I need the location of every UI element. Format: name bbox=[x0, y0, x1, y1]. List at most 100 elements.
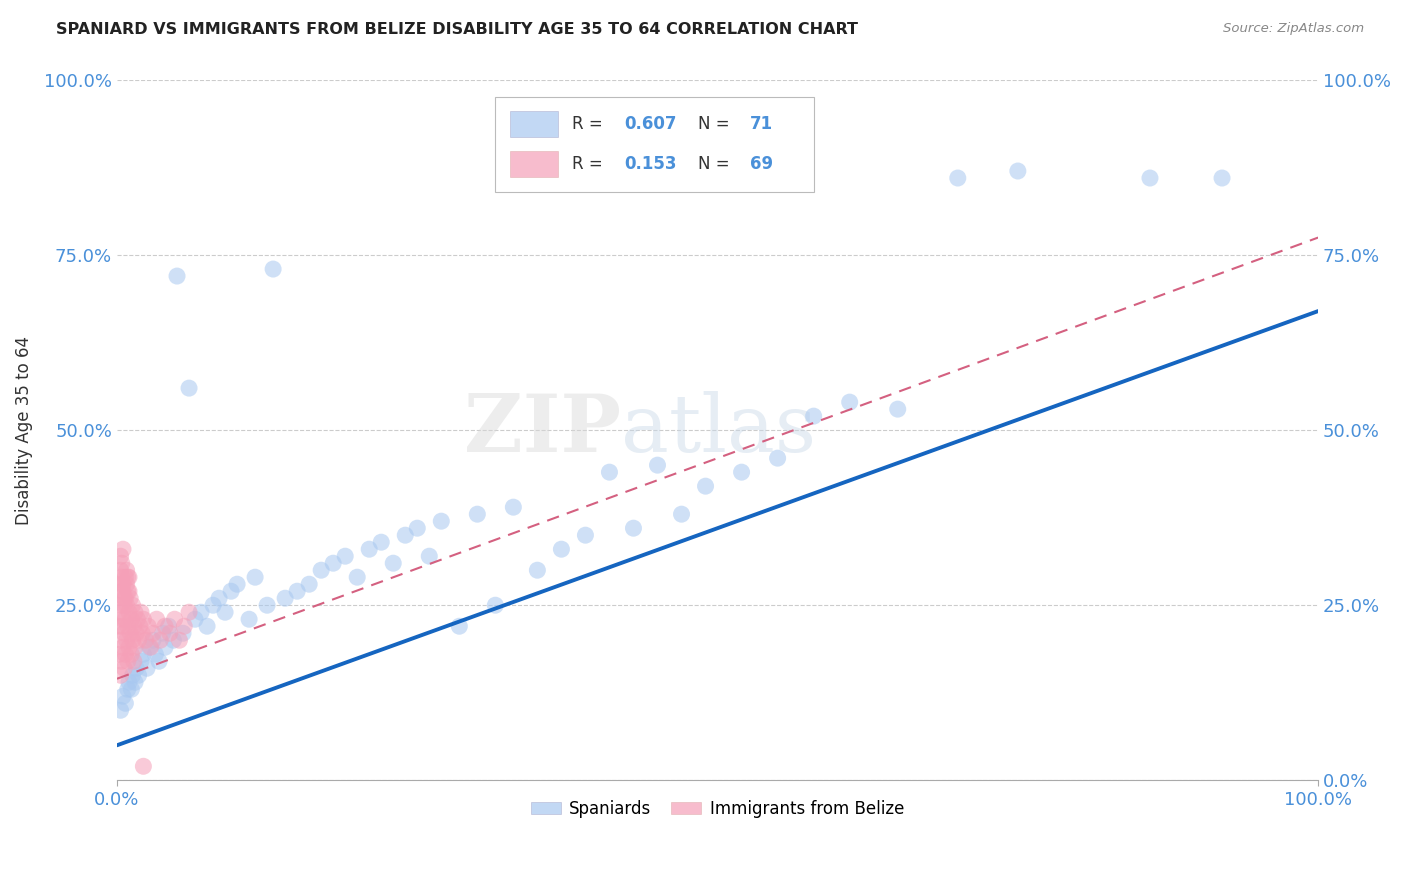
Point bbox=[256, 598, 278, 612]
Point bbox=[647, 458, 669, 472]
Point bbox=[117, 654, 139, 668]
Point bbox=[153, 640, 176, 655]
Point bbox=[202, 598, 225, 612]
Point bbox=[110, 633, 132, 648]
Point bbox=[285, 584, 308, 599]
Point bbox=[124, 640, 146, 655]
Point bbox=[766, 451, 789, 466]
Point bbox=[129, 605, 152, 619]
Text: R =: R = bbox=[572, 115, 603, 133]
Point bbox=[128, 619, 150, 633]
Point bbox=[118, 584, 141, 599]
Point bbox=[623, 521, 645, 535]
Point bbox=[118, 675, 141, 690]
Point bbox=[430, 514, 453, 528]
Point bbox=[120, 591, 142, 606]
Point bbox=[149, 633, 172, 648]
Point bbox=[274, 591, 297, 606]
Point bbox=[214, 605, 236, 619]
Point bbox=[243, 570, 266, 584]
Point bbox=[111, 584, 134, 599]
Legend: Spaniards, Immigrants from Belize: Spaniards, Immigrants from Belize bbox=[524, 793, 911, 824]
Point bbox=[145, 647, 167, 661]
Point bbox=[124, 675, 146, 690]
Point bbox=[550, 542, 572, 557]
Point bbox=[169, 633, 191, 648]
Point bbox=[110, 668, 132, 682]
Point bbox=[111, 570, 134, 584]
Text: 69: 69 bbox=[749, 155, 773, 173]
Point bbox=[418, 549, 440, 564]
Point bbox=[115, 598, 138, 612]
Point bbox=[114, 696, 136, 710]
Point bbox=[484, 598, 506, 612]
Point bbox=[110, 598, 132, 612]
Point bbox=[346, 570, 368, 584]
Point bbox=[238, 612, 260, 626]
Point bbox=[309, 563, 332, 577]
Point bbox=[219, 584, 242, 599]
Point bbox=[173, 619, 195, 633]
Point bbox=[157, 619, 180, 633]
Point bbox=[121, 668, 143, 682]
Text: N =: N = bbox=[699, 155, 730, 173]
Point bbox=[122, 654, 145, 668]
Point bbox=[190, 605, 212, 619]
Point bbox=[159, 626, 181, 640]
Point bbox=[114, 647, 136, 661]
Point bbox=[370, 535, 392, 549]
Point bbox=[695, 479, 717, 493]
Point bbox=[135, 633, 157, 648]
Point bbox=[115, 577, 138, 591]
Point bbox=[111, 584, 134, 599]
Point bbox=[730, 465, 752, 479]
Point bbox=[114, 591, 136, 606]
Point bbox=[803, 409, 825, 424]
Point bbox=[598, 465, 620, 479]
Point bbox=[132, 612, 155, 626]
Point bbox=[125, 661, 148, 675]
Point bbox=[111, 612, 134, 626]
Point bbox=[142, 633, 165, 648]
Point bbox=[117, 570, 139, 584]
Point bbox=[132, 759, 155, 773]
Point bbox=[108, 577, 131, 591]
Point bbox=[138, 640, 160, 655]
Point bbox=[111, 654, 134, 668]
Point bbox=[112, 626, 135, 640]
Point bbox=[117, 584, 139, 599]
Point bbox=[115, 563, 138, 577]
Point bbox=[112, 591, 135, 606]
Point bbox=[208, 591, 231, 606]
Point bbox=[117, 682, 139, 697]
Point bbox=[838, 395, 860, 409]
Point bbox=[117, 619, 139, 633]
Point bbox=[118, 605, 141, 619]
Point bbox=[163, 612, 186, 626]
Point bbox=[671, 507, 693, 521]
Point bbox=[122, 619, 145, 633]
Point bbox=[125, 626, 148, 640]
Point bbox=[110, 549, 132, 564]
Point bbox=[111, 542, 134, 557]
Point bbox=[298, 577, 321, 591]
Point bbox=[114, 612, 136, 626]
Point bbox=[110, 563, 132, 577]
Point bbox=[886, 402, 908, 417]
Point bbox=[184, 612, 207, 626]
Point bbox=[136, 661, 159, 675]
Point bbox=[153, 619, 176, 633]
Point bbox=[177, 605, 200, 619]
Point bbox=[127, 612, 149, 626]
Point bbox=[574, 528, 596, 542]
Point bbox=[121, 598, 143, 612]
Point bbox=[120, 647, 142, 661]
Point bbox=[166, 268, 188, 283]
Point bbox=[110, 703, 132, 717]
Point bbox=[145, 612, 167, 626]
Point bbox=[124, 605, 146, 619]
Text: Source: ZipAtlas.com: Source: ZipAtlas.com bbox=[1223, 22, 1364, 36]
Point bbox=[359, 542, 381, 557]
Point bbox=[111, 556, 134, 570]
Point bbox=[112, 661, 135, 675]
